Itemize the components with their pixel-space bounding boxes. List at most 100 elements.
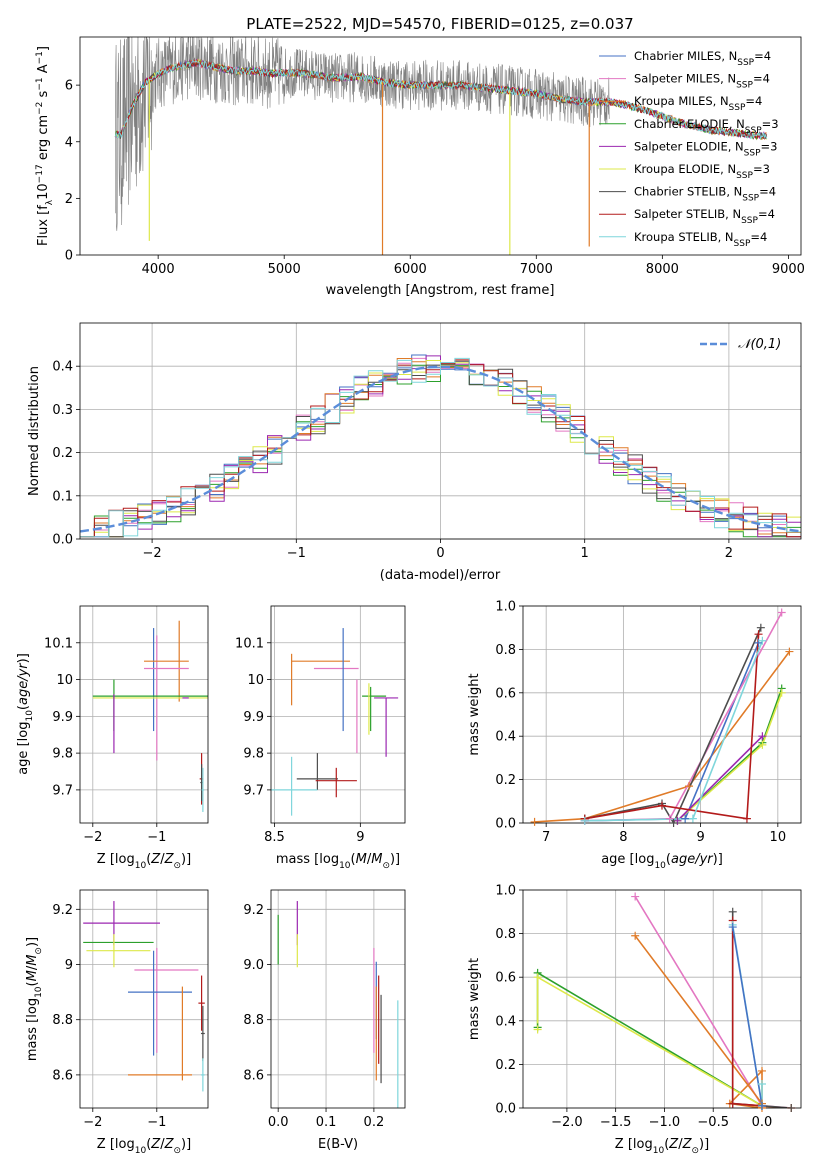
legend-entry: Salpeter ELODIE, NSSP=3 — [634, 139, 777, 158]
x-tick-label: −2 — [83, 830, 102, 845]
x-tick-label: 9000 — [772, 262, 805, 277]
mass-weight-marker — [777, 608, 786, 617]
y-tick-label: 9.2 — [52, 903, 73, 918]
mass-weight-line-kroupa-miles — [634, 935, 792, 1108]
y-tick-label: 8.8 — [52, 1013, 73, 1028]
mass-weight-line-salpeter-elodie — [676, 735, 763, 822]
y-tick-label: 10.1 — [44, 636, 73, 651]
axes-frame — [79, 36, 802, 256]
mass-weight-marker — [728, 907, 737, 916]
plot-area — [92, 620, 208, 812]
mass-weight-marker — [758, 740, 767, 749]
x-tick-label: 0.0 — [752, 1115, 773, 1130]
axes-frame — [79, 889, 209, 1109]
y-axis-label: Normed distribution — [27, 366, 42, 496]
x-tick-label: 4000 — [142, 262, 175, 277]
x-tick-label: 0 — [436, 546, 444, 561]
y-tick-label: 9.0 — [243, 958, 264, 973]
y-tick-label: 0.4 — [495, 1014, 516, 1029]
mass-weight-marker — [785, 647, 794, 656]
mass-weight-marker — [681, 814, 690, 823]
mass-weight-vs-metallicity-panel: −2.0 −1.5 −1.0 −0.5 0.0 0.0 0.2 0.4 0.6 0.8 1.0 Z [… — [467, 884, 802, 1156]
axes-frame — [270, 889, 406, 1109]
mass-weight-marker — [530, 817, 539, 826]
mass-weight-marker — [754, 630, 763, 639]
legend-entry: Kroupa STELIB, NSSP=4 — [634, 230, 767, 249]
legend-entry: Chabrier STELIB, NSSP=4 — [634, 185, 776, 204]
y-tick-label: 9.9 — [243, 710, 264, 725]
plot-area — [277, 901, 399, 1108]
mass-weight-marker — [777, 688, 786, 697]
y-axis-label: Flux [fλ10−17 erg cm−2 s−1 A−1] — [35, 46, 55, 246]
y-axis-label: mass [log10(M/M⊙)] — [25, 937, 44, 1061]
y-tick-label: 1.0 — [495, 884, 516, 899]
x-tick-label: 2 — [725, 546, 733, 561]
age-vs-mass-panel: 8.5 9 9.7 9.8 9.9 10 10.1 mass [log10(M/M⊙)] — [235, 605, 406, 871]
y-tick-label: 0.8 — [495, 643, 516, 658]
x-axis-label: Z [log10(Z/Z⊙)] — [97, 852, 191, 871]
y-tick-label: 8.6 — [243, 1068, 264, 1083]
y-tick-label: 0.2 — [495, 1058, 516, 1073]
mass-weight-marker — [580, 816, 589, 825]
y-tick-label: 0 — [65, 249, 73, 264]
histogram-kroupa-stelib — [80, 357, 801, 538]
x-axis-label: E(B-V) — [318, 1137, 358, 1152]
plot-area — [80, 354, 801, 538]
y-tick-label: 10.1 — [235, 636, 264, 651]
plot-area — [83, 901, 205, 1092]
y-tick-label: 0.0 — [52, 533, 73, 548]
y-tick-label: 9.8 — [243, 747, 264, 762]
mass-vs-metallicity-panel: −2 −1 8.6 8.8 9 9.2 Z [log10(Z/Z⊙)] mass [log10… — [25, 889, 209, 1156]
residual-histogram-panel: −2 −1 0 1 2 0.0 0.1 0.2 0.3 0.4 𝒩(0,1) (data-model)… — [27, 322, 802, 583]
figure-title: PLATE=2522, MJD=54570, FIBERID=0125, z=0… — [246, 15, 633, 33]
mass-weight-marker — [758, 732, 767, 741]
y-axis-label: mass weight — [467, 673, 482, 755]
y-tick-label: 9.7 — [52, 783, 73, 798]
mass-weight-line-kroupa-elodie — [536, 975, 763, 1107]
x-tick-label: 10 — [770, 830, 787, 845]
mass-weight-marker — [756, 623, 765, 632]
y-tick-label: 0.2 — [495, 773, 516, 788]
plot-area — [271, 628, 399, 816]
y-tick-label: 0.8 — [495, 927, 516, 942]
x-tick-label: 0.0 — [268, 1115, 289, 1130]
y-tick-label: 9.9 — [52, 710, 73, 725]
spectrum-panel: 4000 5000 6000 7000 8000 9000 0 2 4 6 wavelength [… — [35, 36, 805, 298]
mass-weight-line-salpeter-stelib — [584, 634, 760, 820]
mass-weight-vs-age-panel: 7 8 9 10 0.0 0.2 0.4 0.6 0.8 1.0 age [log10(age/yr… — [467, 600, 802, 871]
y-tick-label: 9.7 — [243, 783, 264, 798]
mass-weight-marker — [658, 801, 666, 810]
mass-weight-marker — [728, 1099, 737, 1108]
mass-weight-line-chabrier-miles — [584, 642, 760, 822]
x-tick-label: 0.1 — [316, 1115, 337, 1130]
mass-weight-marker — [533, 973, 542, 982]
y-tick-label: 8.8 — [243, 1013, 264, 1028]
x-tick-label: −2 — [143, 546, 162, 561]
x-axis-label: (data-model)/error — [380, 568, 501, 583]
y-tick-label: 9 — [65, 958, 73, 973]
y-tick-label: 0.6 — [495, 686, 516, 701]
mass-weight-marker — [688, 814, 697, 823]
x-tick-label: −1.0 — [649, 1115, 681, 1130]
mass-weight-marker — [631, 892, 640, 901]
y-tick-label: 9.8 — [52, 747, 73, 762]
mass-weight-line-kroupa-miles — [534, 651, 791, 823]
x-tick-label: −1 — [147, 1115, 166, 1130]
x-tick-label: 5000 — [268, 262, 301, 277]
x-axis-label: Z [log10(Z/Z⊙)] — [615, 1137, 709, 1156]
legend-entry: Chabrier MILES, NSSP=4 — [634, 49, 771, 68]
mass-weight-marker — [787, 1104, 796, 1112]
mass-weight-marker — [533, 1025, 542, 1034]
axes-frame — [270, 605, 406, 824]
legend: Chabrier MILES, NSSP=4 Salpeter MILES, NS… — [599, 49, 779, 249]
x-tick-label: 9 — [356, 830, 364, 845]
mass-weight-marker — [757, 1101, 766, 1110]
mass-weight-marker — [742, 814, 751, 823]
y-tick-label: 10 — [247, 673, 264, 688]
legend-entry: 𝒩(0,1) — [738, 337, 781, 352]
y-tick-label: 10 — [56, 673, 73, 688]
x-tick-label: −2.0 — [551, 1115, 583, 1130]
mass-vs-ebv-panel: 0.0 0.1 0.2 8.6 8.8 9.0 9.2 E(B-V) — [243, 889, 406, 1152]
x-tick-label: 0.2 — [364, 1115, 385, 1130]
